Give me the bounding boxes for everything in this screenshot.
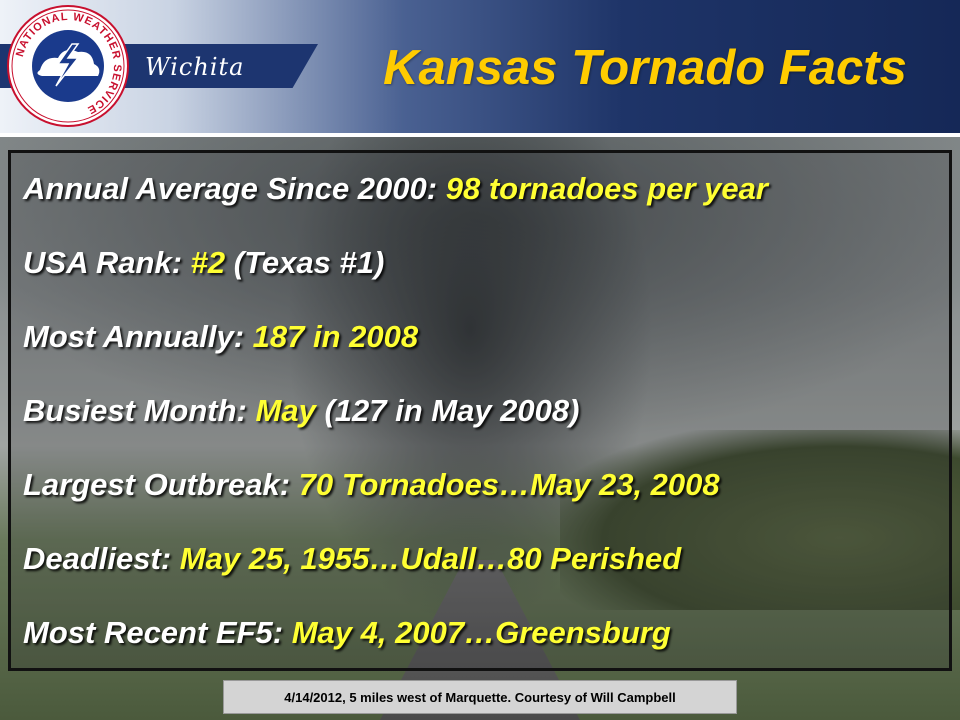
- fact-label: Annual Average Since 2000:: [23, 171, 438, 206]
- fact-extra: (Texas #1): [233, 245, 385, 280]
- fact-value: #2: [190, 245, 226, 280]
- photo-caption: 4/14/2012, 5 miles west of Marquette. Co…: [223, 680, 737, 714]
- facts-panel: Annual Average Since 2000: 98 tornadoes …: [8, 150, 952, 671]
- fact-label: Busiest Month:: [23, 393, 247, 428]
- fact-label: Most Annually:: [23, 319, 245, 354]
- header-divider: [0, 133, 960, 137]
- fact-label: USA Rank:: [23, 245, 183, 280]
- fact-most-recent-ef5: Most Recent EF5: May 4, 2007…Greensburg: [23, 613, 943, 653]
- fact-label: Most Recent EF5:: [23, 615, 284, 650]
- fact-value: 98 tornadoes per year: [445, 171, 768, 206]
- nws-logo-icon: NATIONAL WEATHER SERVICE: [7, 5, 129, 127]
- fact-value: May 4, 2007…Greensburg: [291, 615, 671, 650]
- fact-value: 70 Tornadoes…May 23, 2008: [298, 467, 720, 502]
- fact-most-annually: Most Annually: 187 in 2008: [23, 317, 943, 357]
- fact-value: May 25, 1955…Udall…80 Perished: [179, 541, 682, 576]
- fact-value: May: [255, 393, 316, 428]
- page-title: Kansas Tornado Facts: [383, 41, 907, 95]
- office-name: Wichita: [145, 53, 245, 81]
- fact-deadliest: Deadliest: May 25, 1955…Udall…80 Perishe…: [23, 539, 943, 579]
- fact-extra: (127 in May 2008): [324, 393, 580, 428]
- fact-usa-rank: USA Rank: #2 (Texas #1): [23, 243, 943, 283]
- fact-busiest-month: Busiest Month: May (127 in May 2008): [23, 391, 943, 431]
- fact-largest-outbreak: Largest Outbreak: 70 Tornadoes…May 23, 2…: [23, 465, 943, 505]
- fact-value: 187 in 2008: [252, 319, 419, 354]
- background-trees: [560, 430, 960, 610]
- fact-label: Largest Outbreak:: [23, 467, 291, 502]
- fact-annual-average: Annual Average Since 2000: 98 tornadoes …: [23, 169, 943, 209]
- fact-label: Deadliest:: [23, 541, 172, 576]
